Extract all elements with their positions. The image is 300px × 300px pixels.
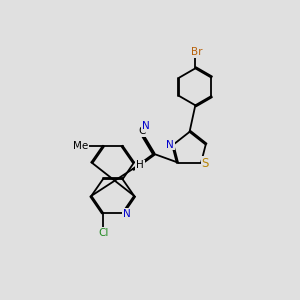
Text: N: N: [166, 140, 174, 150]
Text: Cl: Cl: [98, 228, 109, 238]
Text: N: N: [142, 121, 149, 131]
Text: S: S: [202, 157, 209, 169]
Text: C: C: [139, 126, 146, 136]
Text: Br: Br: [191, 47, 203, 57]
Text: Me: Me: [74, 141, 88, 151]
Text: N: N: [123, 208, 130, 219]
Text: H: H: [136, 160, 144, 170]
